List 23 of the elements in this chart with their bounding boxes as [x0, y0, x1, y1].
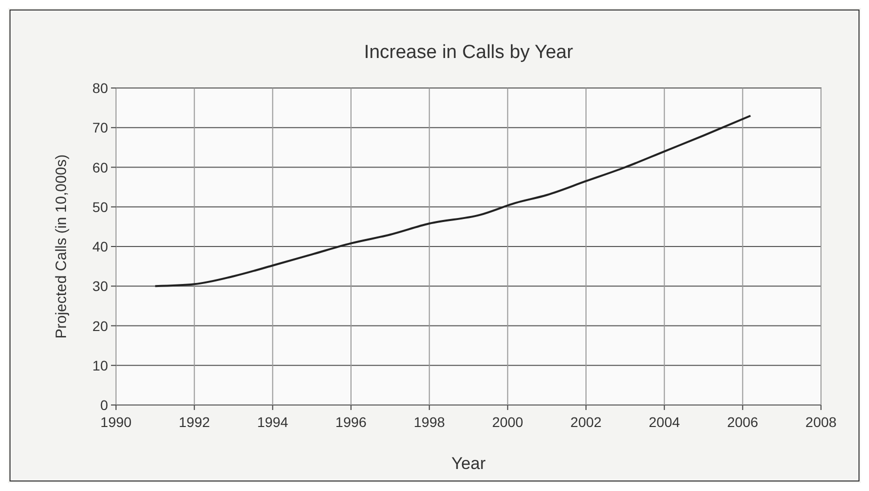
x-tick-label: 2002 [570, 414, 602, 430]
x-tick-label: 1998 [414, 414, 446, 430]
y-tick-label: 20 [92, 318, 108, 334]
y-tick-label: 10 [92, 357, 108, 374]
x-tick-label: 1994 [257, 414, 288, 430]
line-series [154, 114, 752, 288]
y-axis-title: Projected Calls (in 10,000s) [53, 154, 70, 339]
x-tick-label: 2006 [727, 414, 758, 430]
x-tick-label: 2000 [492, 414, 524, 430]
x-axis-title: Year [451, 454, 486, 473]
y-tick-label: 0 [100, 397, 108, 413]
y-tick-label: 80 [92, 80, 108, 96]
x-tick-label: 2008 [805, 414, 837, 430]
y-tick-label: 50 [92, 198, 108, 215]
y-tick-label: 60 [92, 159, 108, 176]
x-tick-label: 1992 [178, 414, 210, 430]
y-tick-label: 40 [92, 238, 108, 254]
chart-title: Increase in Calls by Year [364, 42, 574, 63]
y-tick-label: 30 [92, 278, 108, 294]
y-tick-label: 70 [92, 120, 108, 136]
x-tick-label: 1990 [100, 414, 132, 430]
x-tick-label: 1996 [335, 414, 367, 430]
x-tick-label: 2004 [648, 414, 680, 430]
